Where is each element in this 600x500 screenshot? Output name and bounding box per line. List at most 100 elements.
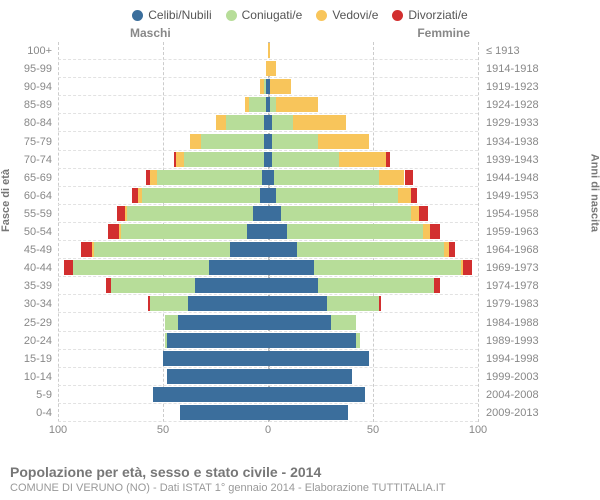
y-tick-birth: 1934-1938	[486, 137, 539, 148]
swatch-icon	[392, 10, 403, 21]
bar-female	[268, 134, 369, 149]
bar-female	[268, 79, 291, 94]
y-tick-age: 0-4	[36, 408, 52, 419]
table-row	[58, 169, 478, 187]
x-axis-ticks: 10050050100	[58, 424, 478, 440]
table-row	[58, 241, 478, 259]
x-tick: 100	[469, 424, 487, 436]
y-tick-birth: 1974-1978	[486, 281, 539, 292]
y-tick-age: 40-44	[24, 263, 52, 274]
y-tick-age: 20-24	[24, 336, 52, 347]
bar-female	[268, 405, 348, 420]
y-tick-age: 95-99	[24, 64, 52, 75]
legend-item-divorziati: Divorziati/e	[392, 8, 467, 22]
y-tick-age: 35-39	[24, 281, 52, 292]
bar-male	[174, 152, 269, 167]
legend-label: Divorziati/e	[408, 8, 467, 22]
y-tick-age: 25-29	[24, 318, 52, 329]
table-row	[58, 404, 478, 422]
bar-male	[81, 242, 268, 257]
bar-male	[106, 278, 268, 293]
table-row	[58, 114, 478, 132]
y-tick-birth: ≤ 1913	[486, 46, 520, 57]
bar-female	[268, 224, 440, 239]
bar-female	[268, 242, 455, 257]
y-tick-birth: 1954-1958	[486, 209, 539, 220]
bar-male	[132, 188, 269, 203]
column-headers: Maschi Femmine	[0, 26, 600, 42]
table-row	[58, 151, 478, 169]
y-tick-birth: 1989-1993	[486, 336, 539, 347]
bar-male	[245, 97, 268, 112]
legend-label: Celibi/Nubili	[148, 8, 211, 22]
table-row	[58, 205, 478, 223]
y-tick-birth: 1944-1948	[486, 173, 539, 184]
bar-female	[268, 278, 440, 293]
bar-male	[190, 134, 268, 149]
bar-female	[268, 188, 417, 203]
bar-male	[167, 369, 268, 384]
table-row	[58, 42, 478, 60]
y-tick-birth: 1984-1988	[486, 318, 539, 329]
bar-male	[163, 351, 268, 366]
bar-male	[260, 79, 268, 94]
swatch-icon	[132, 10, 143, 21]
y-tick-age: 15-19	[24, 354, 52, 365]
chart-title: Popolazione per età, sesso e stato civil…	[10, 464, 590, 480]
bar-female	[268, 387, 365, 402]
bar-female	[268, 260, 472, 275]
bar-male	[165, 333, 268, 348]
y-tick-age: 50-54	[24, 227, 52, 238]
y-tick-birth: 1994-1998	[486, 354, 539, 365]
y-tick-age: 10-14	[24, 372, 52, 383]
bar-male	[148, 296, 268, 311]
swatch-icon	[316, 10, 327, 21]
bar-female	[268, 315, 356, 330]
table-row	[58, 223, 478, 241]
y-tick-birth: 2009-2013	[486, 408, 539, 419]
x-tick: 100	[49, 424, 67, 436]
bar-female	[268, 61, 276, 76]
y-tick-birth: 1959-1963	[486, 227, 539, 238]
pyramid-chart: Fasce di età Anni di nascita 100+95-9990…	[0, 42, 600, 442]
y-tick-birth: 1919-1923	[486, 82, 539, 93]
bar-male	[146, 170, 268, 185]
table-row	[58, 78, 478, 96]
bar-female	[268, 43, 270, 58]
table-row	[58, 277, 478, 295]
legend-item-celibi: Celibi/Nubili	[132, 8, 211, 22]
legend-item-coniugati: Coniugati/e	[226, 8, 303, 22]
y-tick-age: 85-89	[24, 100, 52, 111]
bar-male	[216, 115, 269, 130]
legend-item-vedovi: Vedovi/e	[316, 8, 378, 22]
legend-label: Coniugati/e	[242, 8, 303, 22]
bar-female	[268, 97, 318, 112]
y-tick-age: 45-49	[24, 245, 52, 256]
bar-male	[153, 387, 269, 402]
legend: Celibi/Nubili Coniugati/e Vedovi/e Divor…	[0, 0, 600, 26]
table-row	[58, 259, 478, 277]
y-tick-age: 100+	[27, 46, 52, 57]
y-tick-birth: 1924-1928	[486, 100, 539, 111]
bar-female	[268, 369, 352, 384]
table-row	[58, 60, 478, 78]
y-tick-birth: 1949-1953	[486, 191, 539, 202]
y-tick-age: 80-84	[24, 118, 52, 129]
bar-female	[268, 115, 346, 130]
bar-female	[268, 206, 428, 221]
y-tick-age: 75-79	[24, 137, 52, 148]
y-tick-age: 65-69	[24, 173, 52, 184]
table-row	[58, 386, 478, 404]
header-female: Femmine	[417, 26, 470, 40]
table-row	[58, 368, 478, 386]
y-tick-birth: 1929-1933	[486, 118, 539, 129]
plot-area	[58, 42, 478, 422]
bar-female	[268, 296, 381, 311]
table-row	[58, 96, 478, 114]
bar-male	[117, 206, 268, 221]
table-row	[58, 350, 478, 368]
y-tick-age: 60-64	[24, 191, 52, 202]
y-tick-age: 30-34	[24, 299, 52, 310]
y-tick-age: 70-74	[24, 155, 52, 166]
bar-male	[165, 315, 268, 330]
